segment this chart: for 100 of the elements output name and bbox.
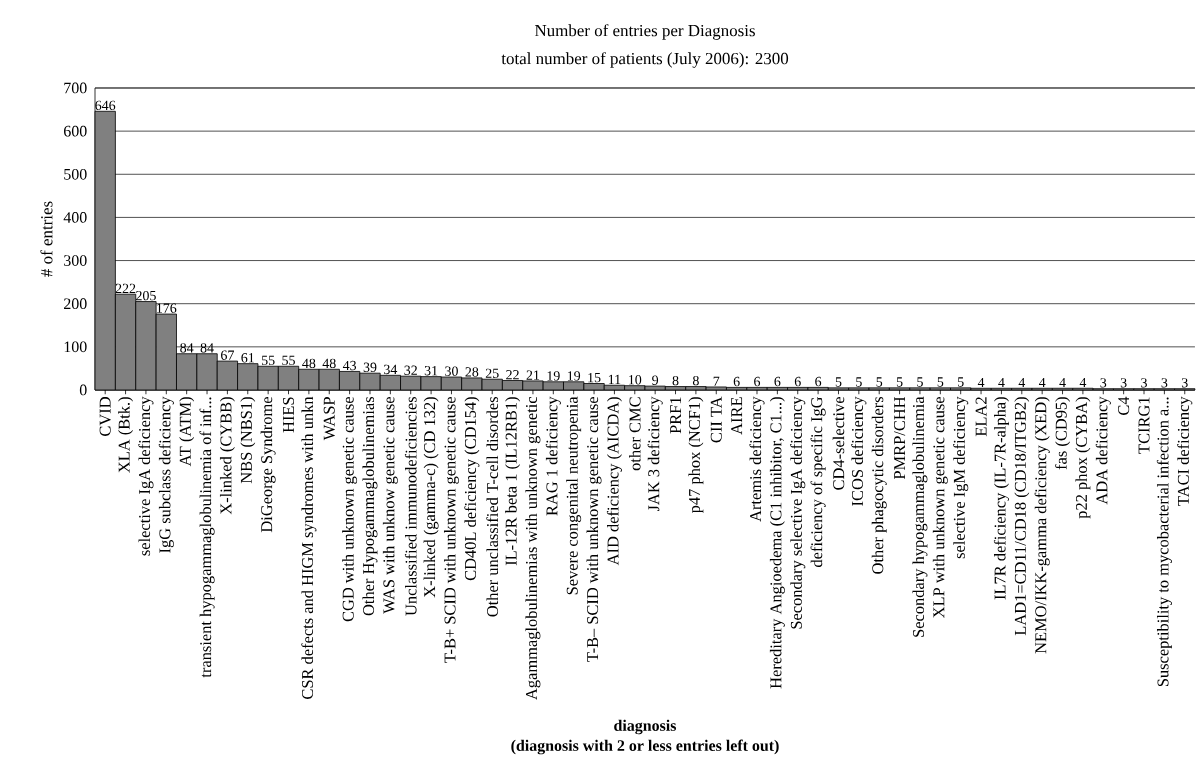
x-tick-label: IL7R deficiency (IL-7R-alpha)	[993, 397, 1009, 600]
x-tick-label: C4	[1118, 396, 1130, 415]
data-label: 39	[363, 362, 377, 372]
x-axis-title: diagnosis	[614, 719, 677, 735]
x-tick-label: T-B+ SCID with unknown genetic cause	[443, 397, 459, 663]
x-tick-label: selective IgM deficiency	[953, 396, 969, 559]
chart-title: Number of entries per Diagnosis	[534, 24, 755, 40]
x-tick-label: WASP	[323, 397, 335, 441]
data-label: 5	[917, 377, 923, 387]
data-label: 8	[692, 375, 699, 386]
x-tick-label: IL-12R beta 1 (IL12RB1)	[505, 397, 521, 566]
y-tick-label: 100	[64, 341, 87, 353]
x-tick-label: Susceptibility to mycobacterial infection a...	[1156, 397, 1172, 687]
data-label: 3	[1181, 378, 1188, 388]
x-tick-label: XLA (Btk.)	[118, 397, 134, 473]
data-label: 22	[506, 370, 519, 380]
x-tick-label: CD4-selective	[832, 397, 845, 490]
x-tick-label: AID deficiency (AICDA)	[606, 397, 622, 566]
x-tick-label: PMRP/CHH	[894, 396, 906, 480]
x-tick-label: Unclassified immunodeficiencies	[404, 397, 417, 616]
x-tick-label: HIES	[282, 397, 295, 433]
x-tick-label: Agammaglobulinemias with unknown genetic	[525, 396, 541, 700]
y-tick-label: 700	[64, 82, 87, 94]
data-label: 61	[241, 353, 254, 363]
x-tick-label: deficiency of specific IgG	[810, 396, 826, 567]
data-label: 84	[180, 343, 194, 353]
data-label: 4	[977, 377, 985, 388]
x-tick-label: p47 phox (NCF1)	[688, 397, 704, 514]
data-label: 176	[157, 303, 177, 313]
x-tick-label: PRF1	[670, 397, 681, 434]
data-label: 7	[713, 376, 720, 386]
x-tick-label: NEMO/IKK-gamma deficiency (XED)	[1034, 397, 1050, 654]
x-tick-label: CII TA	[710, 396, 722, 443]
y-tick-label: 200	[64, 298, 87, 310]
data-label: 4	[1018, 377, 1026, 388]
data-label: 55	[261, 355, 275, 366]
x-tick-label: Secondary selective IgA deficiency	[790, 396, 806, 629]
data-label: 19	[567, 371, 581, 381]
x-tick-label: LAD1=CD11/CD18 (CD18/ITGB2)	[1014, 397, 1030, 636]
x-tick-label: transient hypogammaglobulinemia of inf...	[199, 397, 215, 678]
y-tick-label: 300	[64, 255, 87, 266]
data-label: 6	[733, 376, 740, 387]
data-label: 3	[1120, 378, 1127, 388]
y-tick-label: 500	[64, 168, 87, 180]
data-label: 9	[652, 375, 659, 385]
data-label: 55	[282, 355, 295, 366]
data-label: 84	[200, 343, 214, 353]
x-tick-label: Secondary hypogammaglobulinemia	[912, 396, 928, 637]
x-tick-label: T-B– SCID with unknown genetic cause	[586, 397, 602, 662]
data-label: 21	[526, 370, 540, 380]
data-label: 25	[485, 368, 499, 379]
x-tick-label: AIRE	[731, 397, 743, 435]
data-label: 32	[404, 365, 417, 375]
data-label: 5	[896, 377, 903, 387]
x-tick-label: RAG 1 deficiency	[545, 396, 561, 516]
x-tick-label: TACI deficiency	[1177, 396, 1193, 506]
data-label: 34	[384, 364, 398, 375]
x-tick-label: ADA deficiency	[1095, 396, 1111, 505]
data-label: 5	[958, 377, 964, 387]
data-label: 5	[876, 377, 883, 387]
data-label: 646	[95, 100, 116, 111]
x-tick-label: selective IgA deficiency	[138, 396, 154, 556]
x-tick-label: XLP with unknown genetic cause	[932, 397, 948, 618]
x-tick-label: other CMC	[629, 397, 641, 471]
data-label: 15	[588, 372, 601, 383]
data-label: 4	[1079, 377, 1087, 388]
x-tick-label: ICOS deficiency	[851, 396, 867, 506]
data-label: 3	[1141, 378, 1147, 388]
x-tick-label: CGD with unknown genetic cause	[342, 397, 358, 622]
data-label: 30	[445, 366, 458, 376]
data-label: 67	[221, 350, 234, 360]
data-label: 4	[1038, 377, 1046, 388]
text: (diagnosis with 2 or less entries left out)	[511, 739, 779, 755]
data-label: 48	[302, 358, 316, 369]
data-label: 6	[815, 376, 822, 387]
x-tick-label: DiGeorge Syndrome	[260, 397, 276, 533]
x-tick-label: TCIRG1	[1138, 397, 1150, 454]
x-tick-label: JAK 3 deficiency	[647, 396, 663, 512]
data-label: 10	[629, 375, 642, 385]
x-tick-label: NBS (NBS1)	[240, 397, 256, 484]
x-tick-label: Other phagocytic disorders	[871, 397, 887, 574]
y-axis-title: # of entries	[40, 201, 53, 277]
data-label: 6	[754, 376, 761, 387]
x-tick-label: Other Hypogammaglobulinemias	[362, 397, 378, 616]
x-tick-label: CD40L deficiency (CD154)	[464, 397, 480, 581]
data-label: 4	[998, 377, 1005, 388]
y-tick-label: 600	[64, 125, 87, 137]
x-tick-label: Hereditary Angioedema (C1 inhibitor, C1...)	[769, 397, 785, 689]
data-label: 43	[342, 360, 357, 371]
data-label: 5	[856, 377, 862, 387]
x-tick-label: Artemis deficiency	[749, 396, 765, 522]
data-label: 28	[465, 367, 479, 377]
data-label: 5	[937, 377, 944, 387]
x-tick-label: WAS with unknow genetic cause	[382, 397, 398, 614]
y-tick-label: 400	[63, 212, 87, 223]
data-label: 6	[794, 376, 801, 387]
x-tick-label: CVID	[99, 397, 111, 436]
x-tick-label: IgG subclass deficiency	[158, 396, 174, 553]
data-label: 6	[774, 376, 781, 387]
data-label: 3	[1100, 378, 1107, 388]
